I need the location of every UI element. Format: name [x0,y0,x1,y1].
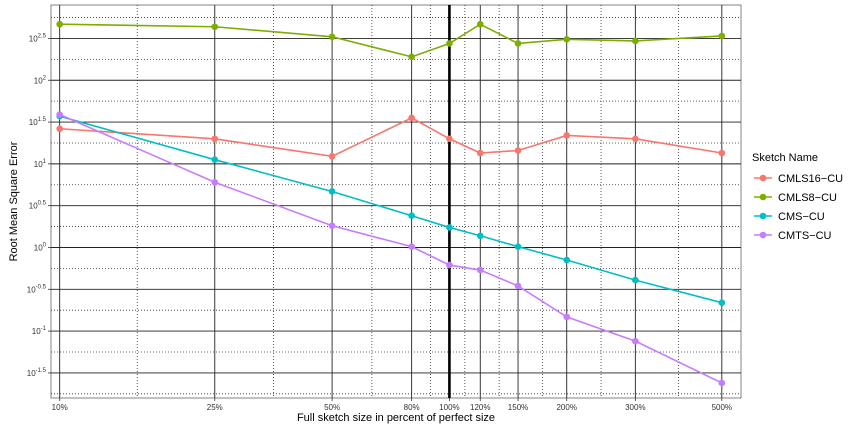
series-point [328,33,336,41]
series-point [476,232,484,240]
legend-label: CMLS16−CU [778,173,843,185]
x-tick-label: 150% [508,403,528,412]
series-point [328,222,336,230]
series-point [632,135,639,143]
y-tick-label: 101 [34,159,47,169]
y-tick-label: 101.5 [29,117,47,127]
series-point [476,149,484,157]
series-point [514,282,522,290]
x-tick-label: 300% [625,403,645,412]
series-point [718,149,726,157]
series-point [446,224,453,231]
series-point [718,32,726,40]
series-point [446,261,453,269]
y-tick-label: 100 [34,242,47,252]
series-point [563,256,571,264]
legend-label: CMTS−CU [778,230,832,242]
series-point [446,40,453,47]
series-point [446,135,453,143]
series-point [211,135,219,143]
series-point [408,53,415,61]
series-point [563,35,571,43]
series-line [59,116,722,158]
series-point [211,178,219,186]
x-tick-label: 500% [712,403,732,412]
y-tick-label: 10-1.5 [27,368,47,378]
x-tick-label: 50% [324,403,340,412]
x-axis-title: Full sketch size in percent of perfect s… [297,412,495,424]
y-tick-label: 10-1 [32,326,47,336]
series-point [476,266,484,274]
series-line [59,113,723,384]
series-point [514,243,522,250]
x-tick-label: 200% [556,403,576,412]
series-point [632,37,639,45]
series-point [408,243,415,250]
legend: Sketch Name CMLS16−CU CMLS8−CU CMS−CU CMTS−… [752,152,843,242]
series-point [718,299,726,306]
series-line [59,23,722,58]
y-tick-label: 10-0.5 [27,284,47,294]
series-point [328,188,336,195]
series-point [408,212,415,220]
legend-key-point [759,174,767,182]
series-layer [56,20,726,387]
series-point [211,156,219,163]
y-tick-label: 100.5 [29,201,47,211]
x-tick-label: 10% [52,403,68,412]
series-point [632,337,639,345]
y-tick-label: 102.5 [29,33,47,43]
series-point [632,276,639,284]
x-tick-label: 25% [207,403,223,412]
x-tick-label: 80% [404,403,420,412]
legend-key-point [759,231,767,239]
series-point [476,20,484,28]
legend-key-point [759,212,767,220]
series-point [328,153,336,160]
series-point [718,379,726,387]
series-point [514,40,522,47]
y-tick-label: 102 [34,75,47,85]
series-point [514,147,522,154]
series-point [56,20,63,28]
y-axis-ticks: 10-1.5 10-1 10-0.5 100 100.5 101 101.5 102 102.5 [27,33,51,378]
series-point [56,125,63,133]
legend-title: Sketch Name [752,152,818,164]
legend-key-point [759,193,767,201]
y-axis-title: Root Mean Square Error [8,141,20,261]
legend-label: CMS−CU [778,211,825,223]
x-tick-label: 100% [439,403,459,412]
series-point [408,114,415,122]
x-tick-label: 120% [470,403,490,412]
x-axis-ticks: 10% 25% 50% 80% 100% 120% 150% 200% 300% 500% [52,398,732,412]
panel-border [50,4,742,399]
legend-label: CMLS8−CU [778,192,837,204]
series-point [563,132,571,139]
series-point [56,111,63,118]
minor-grid [51,5,741,398]
series-line [59,115,723,304]
series-point [211,23,219,31]
series-point [563,313,571,321]
